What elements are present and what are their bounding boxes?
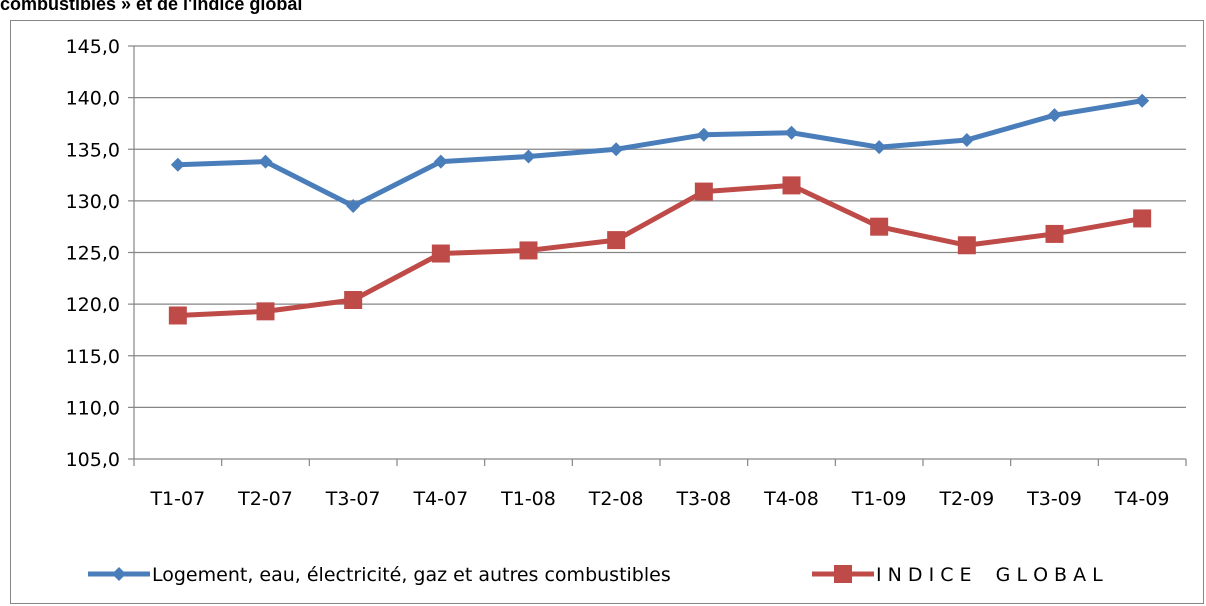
data-point <box>256 302 275 321</box>
series-1 <box>168 176 1152 325</box>
x-tick-label: T4-09 <box>1114 488 1170 510</box>
legend-label: Logement, eau, électricité, gaz et autre… <box>152 564 671 586</box>
data-point <box>607 231 626 250</box>
data-point <box>431 244 450 263</box>
y-tick-label: 140,0 <box>66 88 120 110</box>
y-tick-label: 115,0 <box>66 346 120 368</box>
y-tick-label: 120,0 <box>66 294 120 316</box>
series-0 <box>170 93 1150 214</box>
y-tick-label: 135,0 <box>66 139 120 161</box>
data-point <box>694 182 713 201</box>
y-tick-label: 105,0 <box>66 449 120 471</box>
data-point <box>170 157 185 172</box>
data-point <box>521 149 536 164</box>
data-point <box>957 236 976 255</box>
series-line <box>175 182 1145 318</box>
legend: Logement, eau, électricité, gaz et autre… <box>88 564 1103 586</box>
x-tick-label: T3-09 <box>1026 488 1082 510</box>
data-point <box>258 154 273 169</box>
x-tick-label: T3-08 <box>675 488 731 510</box>
x-tick-label: T1-09 <box>851 488 907 510</box>
gridlines <box>134 45 1186 408</box>
data-point <box>168 306 187 325</box>
legend-label: I N D I C E G L O B A L <box>876 564 1103 586</box>
y-tick-label: 125,0 <box>66 243 120 265</box>
legend-marker <box>834 565 852 583</box>
data-point <box>784 125 799 140</box>
legend-item-1: I N D I C E G L O B A L <box>812 564 1103 586</box>
x-tick-label: T2-09 <box>938 488 994 510</box>
data-point <box>1045 224 1064 243</box>
y-tick-label: 130,0 <box>66 191 120 213</box>
y-tick-label: 110,0 <box>66 397 120 419</box>
series-layer <box>168 93 1152 325</box>
data-point <box>696 127 711 142</box>
legend-item-0: Logement, eau, électricité, gaz et autre… <box>88 564 671 586</box>
data-point <box>959 132 974 147</box>
x-tick-label: T4-07 <box>412 488 468 510</box>
x-tick-label: T1-07 <box>149 488 205 510</box>
x-tick-label: T1-08 <box>500 488 556 510</box>
axes: 105,0 110,0 115,0 120,0 125,0 130,0 135,0 140,0… <box>66 36 1187 510</box>
data-point <box>870 217 889 236</box>
x-tick-label: T3-07 <box>325 488 381 510</box>
data-point <box>1047 108 1062 123</box>
legend-marker <box>112 567 126 581</box>
data-point <box>433 154 448 169</box>
data-point <box>1133 209 1152 228</box>
x-tick-label: T2-08 <box>588 488 644 510</box>
data-point <box>782 176 801 195</box>
series-line <box>175 98 1145 209</box>
data-point <box>609 142 624 157</box>
x-tick-label: T4-08 <box>763 488 819 510</box>
y-tick-label: 145,0 <box>66 36 120 58</box>
data-point <box>872 140 887 155</box>
data-point <box>519 241 538 260</box>
data-point <box>344 290 363 309</box>
x-tick-label: T2-07 <box>237 488 293 510</box>
data-point <box>346 199 361 214</box>
data-point <box>1135 93 1150 108</box>
cut-title: combustibles » et de l'indice global <box>0 0 303 14</box>
